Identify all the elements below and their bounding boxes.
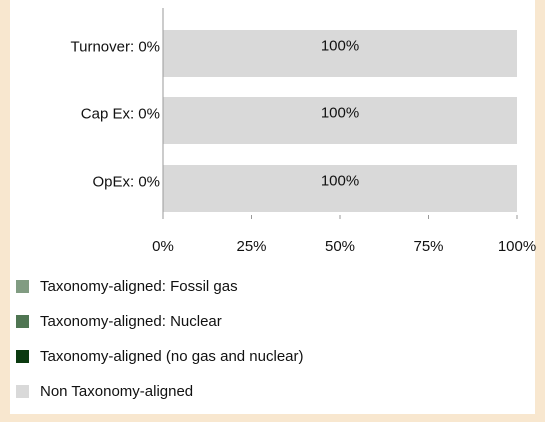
x-tick-label: 75%: [413, 238, 443, 255]
x-tick-label: 50%: [325, 238, 355, 255]
data-label: 100%: [321, 37, 359, 54]
x-tick-label: 0%: [152, 238, 174, 255]
x-tick-label: 100%: [498, 238, 536, 255]
y-tick-label: OpEx: 0%: [92, 173, 160, 190]
legend-label: Taxonomy-aligned: Fossil gas: [40, 278, 238, 295]
x-tick-label: 25%: [236, 238, 266, 255]
legend-swatch: [16, 385, 29, 398]
bar-segment: [163, 97, 517, 144]
bar-segment: [163, 165, 517, 212]
legend-label: Taxonomy-aligned (no gas and nuclear): [40, 348, 304, 365]
data-label: 100%: [321, 172, 359, 189]
legend-swatch: [16, 280, 29, 293]
legend-label: Non Taxonomy-aligned: [40, 383, 193, 400]
legend-swatch: [16, 350, 29, 363]
y-tick-label: Cap Ex: 0%: [81, 105, 160, 122]
legend-label: Taxonomy-aligned: Nuclear: [40, 313, 222, 330]
bar-segment: [163, 30, 517, 77]
y-tick-label: Turnover: 0%: [71, 38, 160, 55]
legend-swatch: [16, 315, 29, 328]
data-label: 100%: [321, 104, 359, 121]
